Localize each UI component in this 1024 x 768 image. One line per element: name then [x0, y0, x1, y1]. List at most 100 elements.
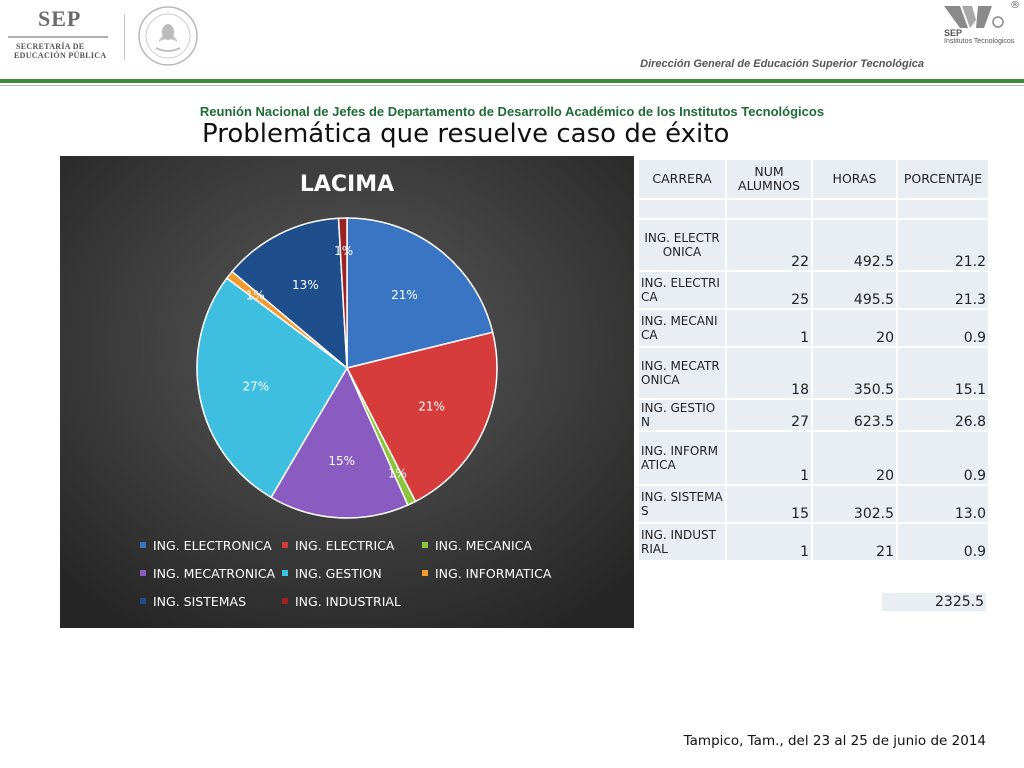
- pie-slice-labels: 21% 21% 1% 15% 27% 1% 13% 1%: [243, 244, 445, 481]
- cell-porcentaje: 13.0: [896, 484, 990, 524]
- legend-swatch: [422, 542, 428, 548]
- table-row: ING. MECATRONICA 18 350.5 15.1: [637, 346, 990, 400]
- slice-label-ing-informatica: 1%: [246, 288, 265, 302]
- cell-horas: 20: [811, 308, 898, 348]
- footer-location-date: Tampico, Tam., del 23 al 25 de junio de …: [683, 733, 986, 749]
- cell-porcentaje: 0.9: [896, 522, 990, 562]
- cell-carrera: ING. ELECTRICA: [637, 270, 727, 310]
- legend-label: ING. ELECTRICA: [295, 538, 395, 553]
- header-porcentaje: PORCENTAJE: [896, 158, 990, 200]
- sep-logo-text: SEP: [38, 6, 82, 31]
- cell-carrera: ING. INFORMATICA: [637, 430, 727, 486]
- cell-porcentaje: 15.1: [896, 346, 990, 400]
- legend-item-ing-informatica: ING. INFORMATICA: [422, 566, 552, 581]
- cell-carrera: ING. GESTION: [637, 398, 727, 432]
- cell-porcentaje: 0.9: [896, 430, 990, 486]
- legend-item-ing-electrica: ING. ELECTRICA: [282, 538, 395, 553]
- pie-chart: LACIMA 21% 21% 1% 15% 27% 1% 13% 1% ING. ELECTR…: [60, 156, 634, 628]
- mexico-seal-icon: [138, 6, 198, 66]
- legend-label: ING. SISTEMAS: [153, 594, 246, 609]
- sep-logo-bar: [8, 36, 108, 38]
- legend-item-ing-industrial: ING. INDUSTRIAL: [282, 594, 401, 609]
- legend-item-ing-sistemas: ING. SISTEMAS: [140, 594, 246, 609]
- cell-horas: 350.5: [811, 346, 898, 400]
- legend-swatch: [140, 542, 146, 548]
- cell-alumnos: 1: [725, 522, 813, 562]
- cell-carrera: ING. ELECTRONICA: [637, 218, 727, 272]
- legend-swatch: [282, 542, 288, 548]
- slice-label-ing-mecatronica: 15%: [328, 454, 355, 468]
- table-spacer-row: [637, 198, 990, 220]
- cell-carrera: ING. SISTEMAS: [637, 484, 727, 524]
- slice-label-ing-mecanica: 1%: [388, 467, 407, 481]
- legend-item-ing-electronica: ING. ELECTRONICA: [140, 538, 272, 553]
- cell-horas: 21: [811, 522, 898, 562]
- legend-label: ING. INFORMATICA: [435, 566, 552, 581]
- cell-carrera: ING. INDUSTRIAL: [637, 522, 727, 562]
- pie-slice-ing-electronica: [346, 217, 494, 369]
- legend-item-ing-mecatronica: ING. MECATRONICA: [140, 566, 276, 581]
- tecnologicos-logo-icon: [944, 6, 1004, 28]
- sep-logo-subtitle-1: SECRETARÍA DE: [16, 42, 85, 51]
- header-num-alumnos: NUM ALUMNOS: [725, 158, 813, 200]
- slice-label-ing-sistemas: 13%: [292, 278, 319, 292]
- registered-mark: ®: [1010, 0, 1020, 11]
- header-green-rule: [0, 79, 1024, 83]
- pie-slice-ing-sistemas: [231, 217, 348, 370]
- legend-label: ING. INDUSTRIAL: [295, 594, 401, 609]
- it-logo-text: Institutos Tecnológicos: [944, 38, 1015, 45]
- cell-horas: 495.5: [811, 270, 898, 310]
- table-row: ING. GESTION 27 623.5 26.8: [637, 398, 990, 432]
- slice-label-ing-gestion: 27%: [243, 379, 270, 393]
- pie-slice-ing-mecatronica: [270, 366, 409, 519]
- cell-alumnos: 25: [725, 270, 813, 310]
- pie-slices: [196, 217, 498, 519]
- chart-legend: ING. ELECTRONICA ING. ELECTRICA ING. MECAN…: [140, 538, 552, 609]
- legend-swatch: [140, 570, 146, 576]
- header-horas: HORAS: [811, 158, 898, 200]
- sep-logo-subtitle-2: EDUCACIÓN PÚBLICA: [14, 51, 107, 60]
- header-divider: [124, 14, 125, 60]
- cell-porcentaje: 21.3: [896, 270, 990, 310]
- meeting-title: Reunión Nacional de Jefes de Departament…: [199, 104, 825, 119]
- legend-label: ING. ELECTRONICA: [153, 538, 272, 553]
- pie-slice-ing-electrica: [345, 331, 498, 503]
- cell-porcentaje: 21.2: [896, 218, 990, 272]
- table-row: ING. MECANICA 1 20 0.9: [637, 308, 990, 348]
- slice-label-ing-electrica: 21%: [418, 400, 445, 414]
- it-logo-sep: SEP: [944, 28, 963, 38]
- table-row: ING. ELECTRONICA 22 492.5 21.2: [637, 218, 990, 272]
- legend-swatch: [282, 570, 288, 576]
- cell-alumnos: 22: [725, 218, 813, 272]
- cell-alumnos: 1: [725, 308, 813, 348]
- legend-label: ING. MECATRONICA: [153, 566, 276, 581]
- table-row: ING. ELECTRICA 25 495.5 21.3: [637, 270, 990, 310]
- table-row: ING. SISTEMAS 15 302.5 13.0: [637, 484, 990, 524]
- legend-item-ing-mecanica: ING. MECANICA: [422, 538, 532, 553]
- cell-horas: 20: [811, 430, 898, 486]
- legend-swatch: [140, 598, 146, 604]
- cell-alumnos: 15: [725, 484, 813, 524]
- dgest-heading: Dirección General de Educación Superior …: [640, 58, 924, 70]
- slice-label-ing-industrial: 1%: [334, 244, 353, 258]
- header-carrera: CARRERA: [637, 158, 727, 200]
- cell-alumnos: 18: [725, 346, 813, 400]
- cell-horas: 302.5: [811, 484, 898, 524]
- table-row: ING. INDUSTRIAL 1 21 0.9: [637, 522, 990, 562]
- cell-carrera: ING. MECATRONICA: [637, 346, 727, 400]
- chart-title: LACIMA: [300, 172, 394, 197]
- data-table: CARRERA NUM ALUMNOS HORAS PORCENTAJE ING…: [637, 158, 990, 562]
- table-row: ING. INFORMATICA 1 20 0.9: [637, 430, 990, 486]
- cell-carrera: ING. MECANICA: [637, 308, 727, 348]
- header-gray-rule: [0, 85, 1024, 86]
- cell-porcentaje: 0.9: [896, 308, 990, 348]
- legend-label: ING. GESTION: [295, 566, 382, 581]
- legend-swatch: [422, 570, 428, 576]
- cell-alumnos: 27: [725, 398, 813, 432]
- cell-porcentaje: 26.8: [896, 398, 990, 432]
- pie-slice-ing-gestion: [196, 277, 348, 499]
- cell-horas: 492.5: [811, 218, 898, 272]
- legend-swatch: [282, 598, 288, 604]
- total-horas-cell: 2325.5: [882, 593, 986, 611]
- cell-alumnos: 1: [725, 430, 813, 486]
